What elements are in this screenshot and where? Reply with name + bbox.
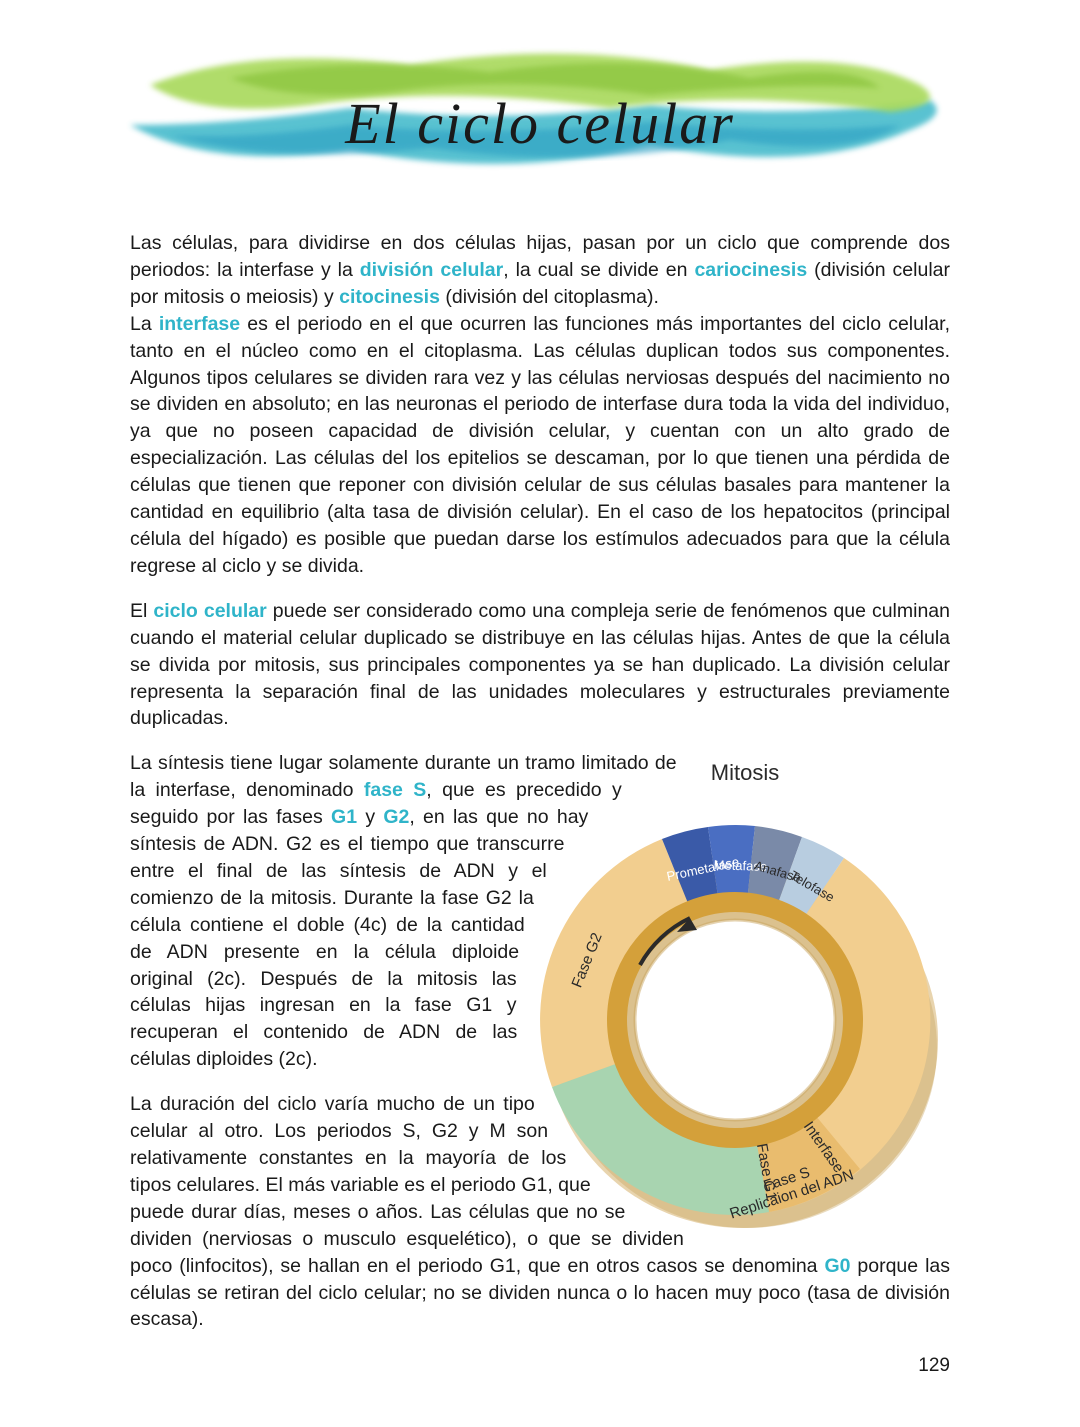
header-banner: El ciclo celular	[0, 30, 1080, 230]
kw-ciclo-celular: ciclo celular	[153, 600, 266, 622]
kw-g0: G0	[824, 1255, 850, 1277]
kw-fase-s: fase S	[364, 779, 426, 801]
page-number: 129	[918, 1355, 950, 1377]
page-title: El ciclo celular	[0, 90, 1080, 157]
document-body: Las células, para dividirse en dos célul…	[0, 230, 1080, 1333]
cell-cycle-diagram: Mitosis	[530, 750, 960, 1250]
kw-g1: G1	[331, 806, 357, 828]
diagram-title: Mitosis	[711, 760, 779, 785]
kw-g2: G2	[383, 806, 409, 828]
wrap-section: Mitosis	[130, 750, 950, 1333]
paragraph-2: El ciclo celular puede ser considerado c…	[130, 598, 950, 733]
paragraph-1: Las células, para dividirse en dos célul…	[130, 230, 950, 580]
kw-interfase: interfase	[159, 313, 240, 335]
kw-division-celular: división celular	[360, 259, 503, 281]
kw-citocinesis: citocinesis	[339, 286, 440, 308]
kw-cariocinesis: cariocinesis	[694, 259, 807, 281]
